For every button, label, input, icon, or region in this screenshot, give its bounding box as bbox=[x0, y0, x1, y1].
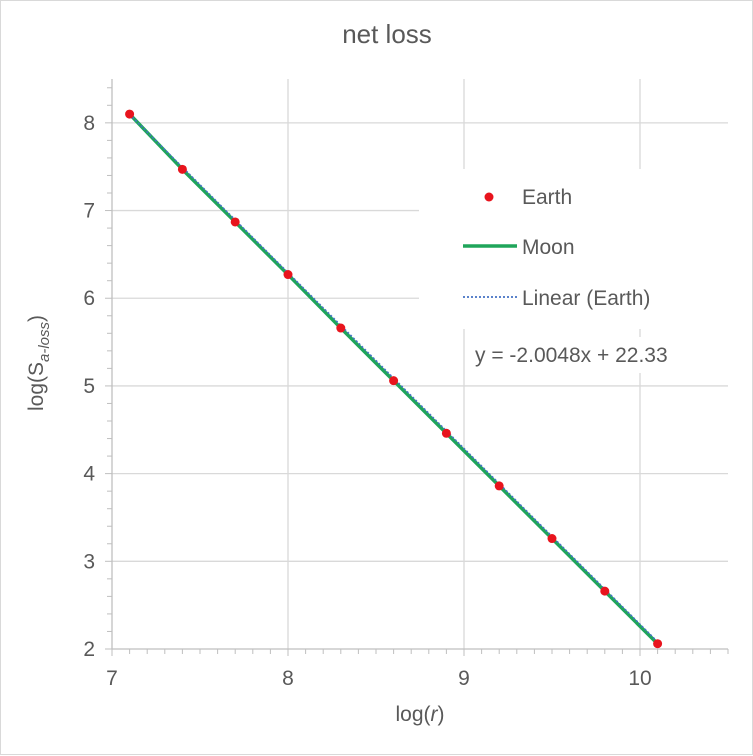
earth-data-point bbox=[653, 639, 663, 649]
earth-data-point bbox=[600, 586, 610, 596]
axes bbox=[105, 79, 729, 656]
y-tick-label: 2 bbox=[83, 638, 95, 661]
earth-data-point bbox=[494, 481, 504, 491]
legend-earth-label: Earth bbox=[522, 186, 572, 209]
x-axis-title-var: r bbox=[431, 703, 439, 726]
legend-moon-label: Moon bbox=[522, 236, 575, 259]
y-axis-title: log(Sa-loss) bbox=[25, 315, 53, 411]
x-tick-label: 9 bbox=[458, 667, 470, 690]
x-tick-label: 7 bbox=[106, 667, 118, 690]
x-axis-title: log(r) bbox=[395, 703, 444, 726]
y-tick-label: 3 bbox=[83, 550, 95, 573]
y-axis-title-suffix: ) bbox=[25, 315, 48, 322]
x-axis-title-prefix: log( bbox=[395, 703, 430, 726]
equation-background bbox=[467, 337, 713, 373]
x-tick-label: 10 bbox=[628, 667, 651, 690]
earth-data-point bbox=[441, 428, 451, 438]
y-tick-label: 5 bbox=[83, 375, 95, 398]
legend-background bbox=[419, 169, 729, 329]
y-tick-label: 4 bbox=[83, 463, 95, 486]
legend-linear-label: Linear (Earth) bbox=[522, 287, 650, 310]
legend: Earth Moon Linear (Earth) bbox=[419, 169, 729, 329]
earth-data-point bbox=[283, 270, 293, 280]
y-tick-label: 8 bbox=[83, 112, 95, 135]
earth-data-point bbox=[389, 376, 399, 386]
y-axis-title-prefix: log(S bbox=[25, 362, 48, 411]
x-axis-title-suffix: ) bbox=[438, 703, 445, 726]
x-tick-label: 8 bbox=[282, 667, 294, 690]
y-tick-label: 6 bbox=[83, 287, 95, 310]
earth-data-point bbox=[125, 109, 135, 119]
chart-title: net loss bbox=[342, 19, 432, 49]
tick-labels: 7 8 9 10 2 3 4 5 6 7 8 bbox=[83, 112, 651, 690]
earth-data-point bbox=[230, 217, 240, 227]
earth-data-point bbox=[336, 323, 346, 333]
y-tick-label: 7 bbox=[83, 200, 95, 223]
y-axis-title-sub: a-loss bbox=[36, 321, 53, 362]
trendline-equation: y = -2.0048x + 22.33 bbox=[475, 344, 668, 367]
earth-data-point bbox=[547, 534, 557, 544]
plot-series bbox=[125, 109, 663, 649]
legend-earth-marker bbox=[484, 192, 494, 202]
earth-data-point bbox=[177, 164, 187, 174]
